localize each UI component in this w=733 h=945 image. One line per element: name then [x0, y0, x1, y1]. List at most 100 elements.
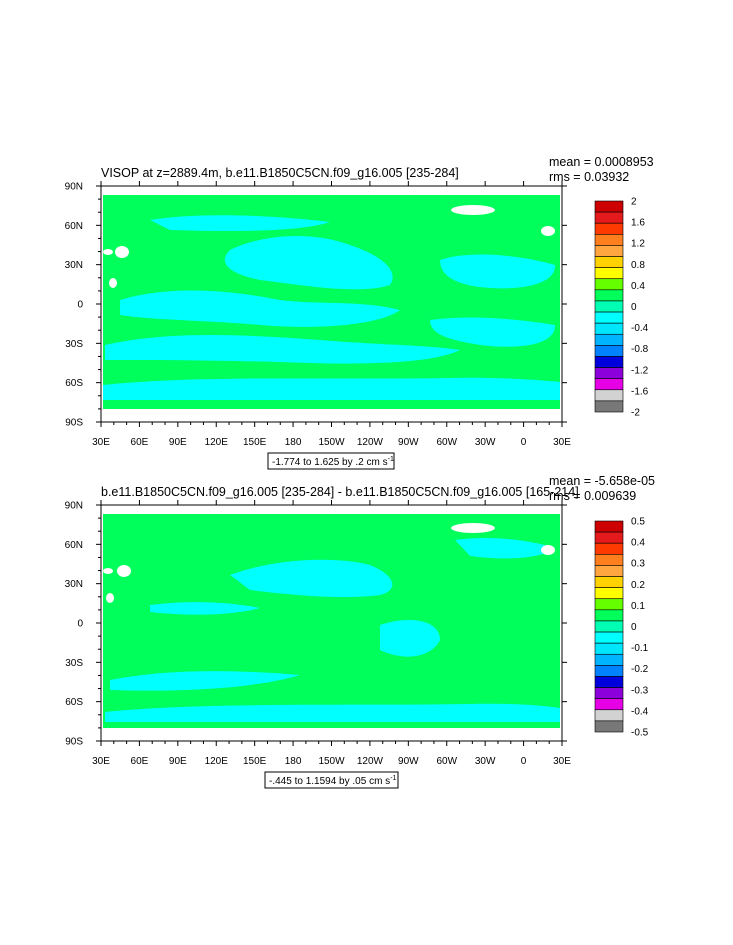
- y-tick-label: 90N: [65, 182, 83, 193]
- colorbar-label: 1.6: [631, 218, 645, 229]
- colorbar-label: 2: [631, 197, 637, 208]
- colorbar-swatch: [594, 267, 624, 280]
- anomaly-region: [120, 290, 400, 327]
- colorbar-label: 0.3: [631, 559, 645, 570]
- colorbar-swatch: [594, 520, 624, 533]
- colorbar-swatch: [594, 211, 624, 224]
- rms-label: rms = 0.03932: [549, 170, 629, 184]
- mean-label: mean = -5.658e-05: [549, 474, 655, 488]
- x-axis: 30E 60E 90E 120E 150E 180 150W 120W 90W 60W 30W 0 30…: [92, 500, 571, 767]
- colorbar-swatch: [594, 709, 624, 722]
- y-tick-label: 60N: [65, 221, 83, 232]
- plot-frame: [100, 185, 563, 423]
- colorbar-swatch: [594, 345, 624, 357]
- x-tick-label: 150W: [318, 437, 345, 448]
- x-tick-label: 150E: [243, 437, 267, 448]
- y-axis: 90N 60N 30N 0 30S 60S 90S: [65, 501, 567, 748]
- y-tick-label: 30N: [65, 579, 83, 590]
- land-patch: [103, 568, 113, 574]
- rms-label: rms = 0.009639: [549, 489, 636, 503]
- colorbar-swatch: [594, 531, 624, 544]
- contour-info: -.445 to 1.1594 by .05 cm s-1: [269, 775, 397, 787]
- x-tick-label: 30E: [553, 756, 571, 767]
- colorbar-swatch: [594, 400, 624, 413]
- x-tick-label: 0: [521, 756, 527, 767]
- colorbar-swatch: [594, 665, 624, 677]
- x-tick-label: 30E: [553, 437, 571, 448]
- y-tick-label: 60S: [65, 697, 83, 708]
- land-patch: [451, 205, 495, 215]
- x-tick-label: 120E: [205, 756, 229, 767]
- colorbar-swatch: [594, 200, 624, 213]
- cyan-anomaly-regions: [103, 215, 560, 400]
- colorbar-swatch: [594, 234, 624, 246]
- y-tick-label: 60S: [65, 378, 83, 389]
- x-tick-label: 60W: [436, 756, 457, 767]
- colorbar-swatch: [594, 687, 624, 699]
- mean-label: mean = 0.0008953: [549, 155, 654, 169]
- x-tick-label: 60W: [436, 437, 457, 448]
- x-tick-label: 60E: [131, 437, 149, 448]
- x-tick-label: 0: [521, 437, 527, 448]
- x-tick-label: 30E: [92, 756, 110, 767]
- colorbar-label: -0.4: [631, 323, 649, 334]
- contour-info-text: -1.774 to 1.625 by .2 cm s: [272, 457, 388, 468]
- colorbar-swatch: [594, 698, 624, 711]
- anomaly-region: [150, 602, 260, 615]
- land-patch: [541, 545, 555, 555]
- colorbar-label: -1.2: [631, 365, 649, 376]
- colorbar-swatch: [594, 256, 624, 268]
- x-tick-label: 90W: [398, 756, 419, 767]
- colorbar-swatch: [594, 598, 624, 611]
- land-mask-features: [103, 205, 555, 288]
- colorbar-swatch: [594, 300, 624, 313]
- colorbar-swatch: [594, 278, 624, 291]
- x-tick-label: 150E: [243, 756, 267, 767]
- colorbar-swatch: [594, 333, 624, 346]
- colorbar-label: 0.8: [631, 260, 645, 271]
- colorbar-swatch: [594, 245, 624, 257]
- colorbar-swatch: [594, 642, 624, 655]
- land-patch: [115, 246, 129, 258]
- colorbar-label: 0.4: [631, 281, 645, 292]
- colorbar-label: -2: [631, 408, 640, 419]
- y-tick-label: 60N: [65, 540, 83, 551]
- colorbar-swatch: [594, 322, 624, 335]
- colorbar-swatch: [594, 676, 624, 688]
- land-patch: [109, 278, 117, 288]
- anomaly-region: [230, 559, 393, 598]
- y-tick-label: 0: [77, 619, 83, 630]
- y-tick-label: 30S: [65, 658, 83, 669]
- land-patch: [117, 565, 131, 577]
- anomaly-region: [380, 620, 440, 657]
- x-tick-label: 150W: [318, 756, 345, 767]
- anomaly-region: [103, 377, 560, 400]
- anomaly-region: [455, 537, 555, 559]
- y-tick-label: 30S: [65, 339, 83, 350]
- colorbar-swatch: [594, 356, 624, 368]
- plot-frame: [100, 504, 563, 742]
- colorbar-swatch: [594, 631, 624, 644]
- panel-top: VISOP at z=2889.4m, b.e11.B1850C5CN.f09_…: [65, 155, 654, 470]
- y-tick-label: 90S: [65, 737, 83, 748]
- land-mask-features: [103, 523, 555, 603]
- info-frame: [267, 452, 395, 470]
- x-axis: 30E 60E 90E 120E 150E 180 150W 120W 90W 60W 30W 0 30…: [92, 181, 571, 448]
- y-tick-label: 30N: [65, 260, 83, 271]
- contour-info-box: -.445 to 1.1594 by .05 cm s-1: [264, 771, 399, 789]
- contour-info: -1.774 to 1.625 by .2 cm s-1: [272, 456, 394, 468]
- x-tick-label: 180: [285, 437, 302, 448]
- colorbar-swatch: [594, 554, 624, 566]
- x-tick-label: 30E: [92, 437, 110, 448]
- anomaly-region: [105, 703, 560, 722]
- colorbar: 2 1.6 1.2 0.8 0.4 0 -0.4 -0.8 -1.2 -1.6 -2: [594, 197, 649, 419]
- anomaly-region: [224, 235, 393, 290]
- x-tick-label: 90E: [169, 437, 187, 448]
- colorbar-label: -0.3: [631, 685, 649, 696]
- colorbar-swatch: [594, 311, 624, 324]
- colorbar-label: -0.1: [631, 643, 649, 654]
- x-tick-label: 120E: [205, 437, 229, 448]
- x-tick-label: 30W: [475, 756, 496, 767]
- x-tick-label: 120W: [357, 756, 384, 767]
